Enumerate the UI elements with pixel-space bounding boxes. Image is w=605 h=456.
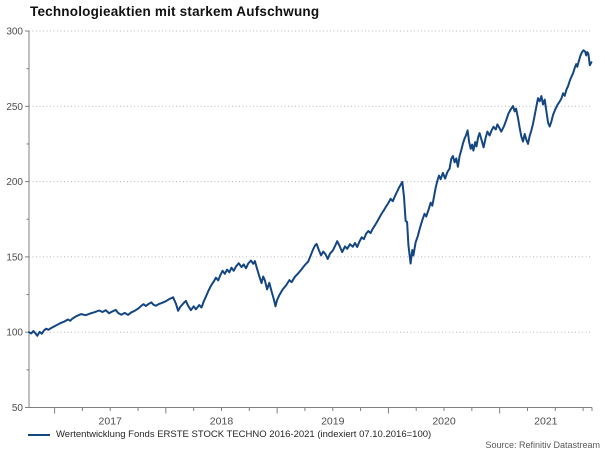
svg-text:100: 100 [6,328,23,339]
svg-text:2019: 2019 [321,416,345,428]
legend-series-label: Wertentwicklung Fonds ERSTE STOCK TECHNO… [56,429,432,440]
svg-text:2017: 2017 [99,416,123,428]
chart-title: Technologieaktien mit starkem Aufschwung [30,4,320,19]
svg-text:250: 250 [6,102,23,113]
svg-text:200: 200 [6,177,23,188]
svg-text:150: 150 [6,252,23,263]
svg-text:2021: 2021 [534,416,558,428]
svg-text:300: 300 [6,27,23,38]
series-line-swatch-icon [28,433,50,436]
source-attribution: Source: Refinitiv Datastream [485,440,600,450]
legend: Wertentwicklung Fonds ERSTE STOCK TECHNO… [28,429,431,440]
svg-text:2018: 2018 [210,416,234,428]
svg-text:2020: 2020 [432,416,456,428]
svg-text:50: 50 [12,403,24,414]
